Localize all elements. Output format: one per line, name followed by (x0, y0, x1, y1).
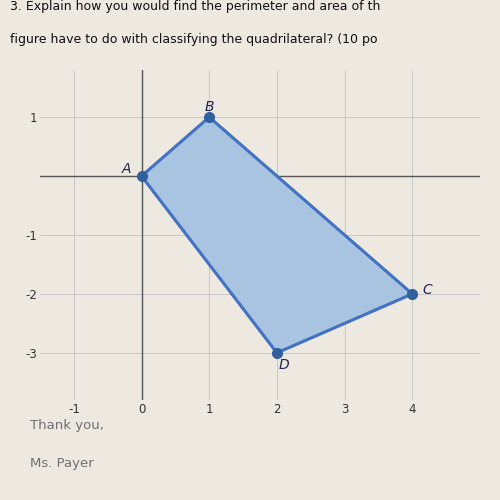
Text: 3. Explain how you would find the perimeter and area of th: 3. Explain how you would find the perime… (10, 0, 380, 13)
Text: Thank you,: Thank you, (30, 419, 104, 432)
Text: figure have to do with classifying the quadrilateral? (10 po: figure have to do with classifying the q… (10, 33, 378, 46)
Text: Ms. Payer: Ms. Payer (30, 457, 94, 470)
Text: D: D (278, 358, 289, 372)
Text: A: A (122, 162, 132, 176)
Polygon shape (142, 117, 412, 353)
Text: C: C (422, 284, 432, 298)
Text: B: B (204, 100, 214, 114)
